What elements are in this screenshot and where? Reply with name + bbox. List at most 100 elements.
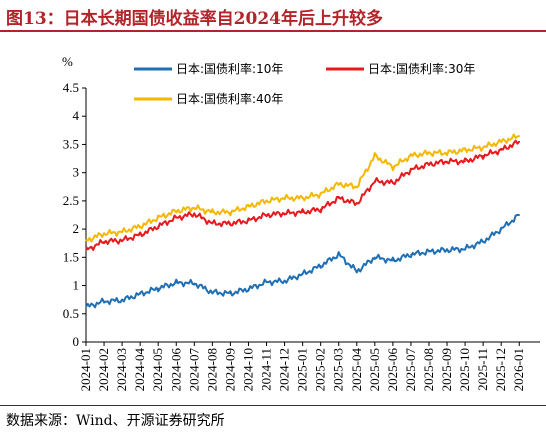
x-tick-label: 2024-01 xyxy=(78,348,93,391)
y-tick-label: 4.5 xyxy=(63,80,79,95)
figure-title: 图13：日本长期国债收益率自2024年后上升较多 xyxy=(6,9,383,29)
data-point xyxy=(247,205,250,208)
y-tick-label: 3.5 xyxy=(63,136,79,151)
data-point xyxy=(283,280,286,282)
data-point xyxy=(355,270,358,273)
data-point xyxy=(85,306,87,308)
data-point xyxy=(392,182,394,184)
data-point xyxy=(464,248,466,250)
data-point xyxy=(229,211,232,213)
data-point xyxy=(283,212,286,215)
x-tick-label: 2025-07 xyxy=(403,348,418,392)
data-point xyxy=(392,166,394,168)
data-point xyxy=(229,222,232,225)
data-point xyxy=(482,154,484,157)
x-tick-label: 2024-09 xyxy=(222,348,237,391)
series-line xyxy=(85,133,520,243)
x-tick-label: 2025-01 xyxy=(295,348,310,391)
data-point xyxy=(301,211,304,213)
data-point xyxy=(211,291,214,294)
x-tick-label: 2024-03 xyxy=(114,348,129,391)
data-point xyxy=(500,140,502,143)
data-point xyxy=(121,239,123,242)
y-tick-label: 4 xyxy=(73,108,80,123)
data-point xyxy=(500,149,502,151)
data-point xyxy=(355,202,358,205)
y-tick-label: 2 xyxy=(73,221,80,236)
data-point xyxy=(121,231,123,233)
x-tick-label: 2025-04 xyxy=(349,348,364,392)
title-rule xyxy=(0,30,546,32)
x-tick-label: 2024-12 xyxy=(277,348,292,391)
x-tick-label: 2025-11 xyxy=(475,348,490,391)
data-point xyxy=(157,225,160,228)
data-point xyxy=(428,163,430,165)
source-rule xyxy=(0,405,546,406)
data-point xyxy=(85,239,87,242)
x-tick-label: 2024-11 xyxy=(259,348,274,391)
data-point xyxy=(446,160,448,163)
x-tick-label: 2025-12 xyxy=(493,348,508,391)
data-point xyxy=(410,154,412,157)
data-point xyxy=(518,214,521,216)
data-point xyxy=(355,185,358,188)
data-point xyxy=(229,292,232,295)
y-tick-label: 1.5 xyxy=(63,249,79,264)
data-point xyxy=(265,200,268,202)
source-note: 数据来源：Wind、开源证券研究所 xyxy=(6,413,225,429)
data-point xyxy=(193,282,196,285)
legend-label: 日本:国债利率:10年 xyxy=(176,61,283,76)
y-tick-label: 2.5 xyxy=(63,193,79,208)
data-point xyxy=(428,250,430,253)
legend-label: 日本:国债利率:30年 xyxy=(368,61,475,76)
data-point xyxy=(500,228,502,230)
data-point xyxy=(337,183,340,185)
data-point xyxy=(374,154,376,157)
data-point xyxy=(157,287,160,290)
y-tick-label: 0.5 xyxy=(63,306,79,321)
data-point xyxy=(464,149,466,151)
data-point xyxy=(464,160,466,163)
data-point xyxy=(265,281,268,283)
data-point xyxy=(482,146,484,149)
data-point xyxy=(446,249,448,251)
data-point xyxy=(85,249,87,251)
x-tick-label: 2024-10 xyxy=(240,348,255,391)
x-tick-label: 2025-09 xyxy=(439,348,454,391)
x-tick-label: 2025-03 xyxy=(331,348,346,391)
data-point xyxy=(410,169,412,171)
y-tick-label: 1 xyxy=(73,278,80,293)
data-point xyxy=(193,206,196,209)
data-point xyxy=(265,214,268,216)
series-lines xyxy=(85,133,521,309)
data-point xyxy=(175,210,178,212)
x-tick-label: 2025-08 xyxy=(421,348,436,391)
data-point xyxy=(175,217,178,219)
y-tick-label: 0 xyxy=(73,334,80,349)
x-tick-label: 2024-07 xyxy=(186,348,201,392)
data-point xyxy=(211,222,214,225)
data-point xyxy=(247,219,250,222)
y-axis: 0 0.5 1 1.5 2 2.5 3 3.5 4 4.5 xyxy=(63,80,87,349)
data-point xyxy=(121,299,123,302)
x-tick-label: 2025-06 xyxy=(385,348,400,392)
data-point xyxy=(211,211,214,213)
x-tick-label: 2025-05 xyxy=(367,348,382,391)
data-point xyxy=(139,293,141,295)
x-tick-label: 2024-08 xyxy=(204,348,219,391)
data-point xyxy=(139,225,141,228)
data-point xyxy=(301,197,304,199)
x-tick-label: 2025-02 xyxy=(313,348,328,391)
line-chart: % 00.511.522.533.544.5 2024-01 2024-02 202… xyxy=(62,54,540,392)
x-tick-label: 2024-04 xyxy=(132,348,147,392)
y-axis-unit: % xyxy=(62,54,73,69)
legend-label: 日本:国债利率:40年 xyxy=(176,91,283,106)
data-point xyxy=(301,273,304,276)
data-point xyxy=(103,300,105,303)
data-point xyxy=(337,197,340,199)
data-point xyxy=(518,135,521,137)
data-point xyxy=(319,265,322,267)
x-tick-label: 2024-02 xyxy=(96,348,111,391)
data-point xyxy=(175,281,178,284)
